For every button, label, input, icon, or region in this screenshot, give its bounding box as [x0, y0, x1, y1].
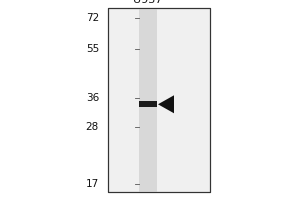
Bar: [139, 101, 157, 107]
Text: 55: 55: [86, 44, 99, 54]
Text: 72: 72: [86, 13, 99, 23]
Bar: [108, 8, 210, 192]
Text: 17: 17: [86, 179, 99, 189]
Text: 36: 36: [86, 93, 99, 103]
Text: 28: 28: [86, 122, 99, 132]
Text: U937: U937: [133, 0, 163, 5]
Bar: [139, 8, 157, 192]
Polygon shape: [158, 95, 174, 113]
Bar: [108, 8, 210, 192]
